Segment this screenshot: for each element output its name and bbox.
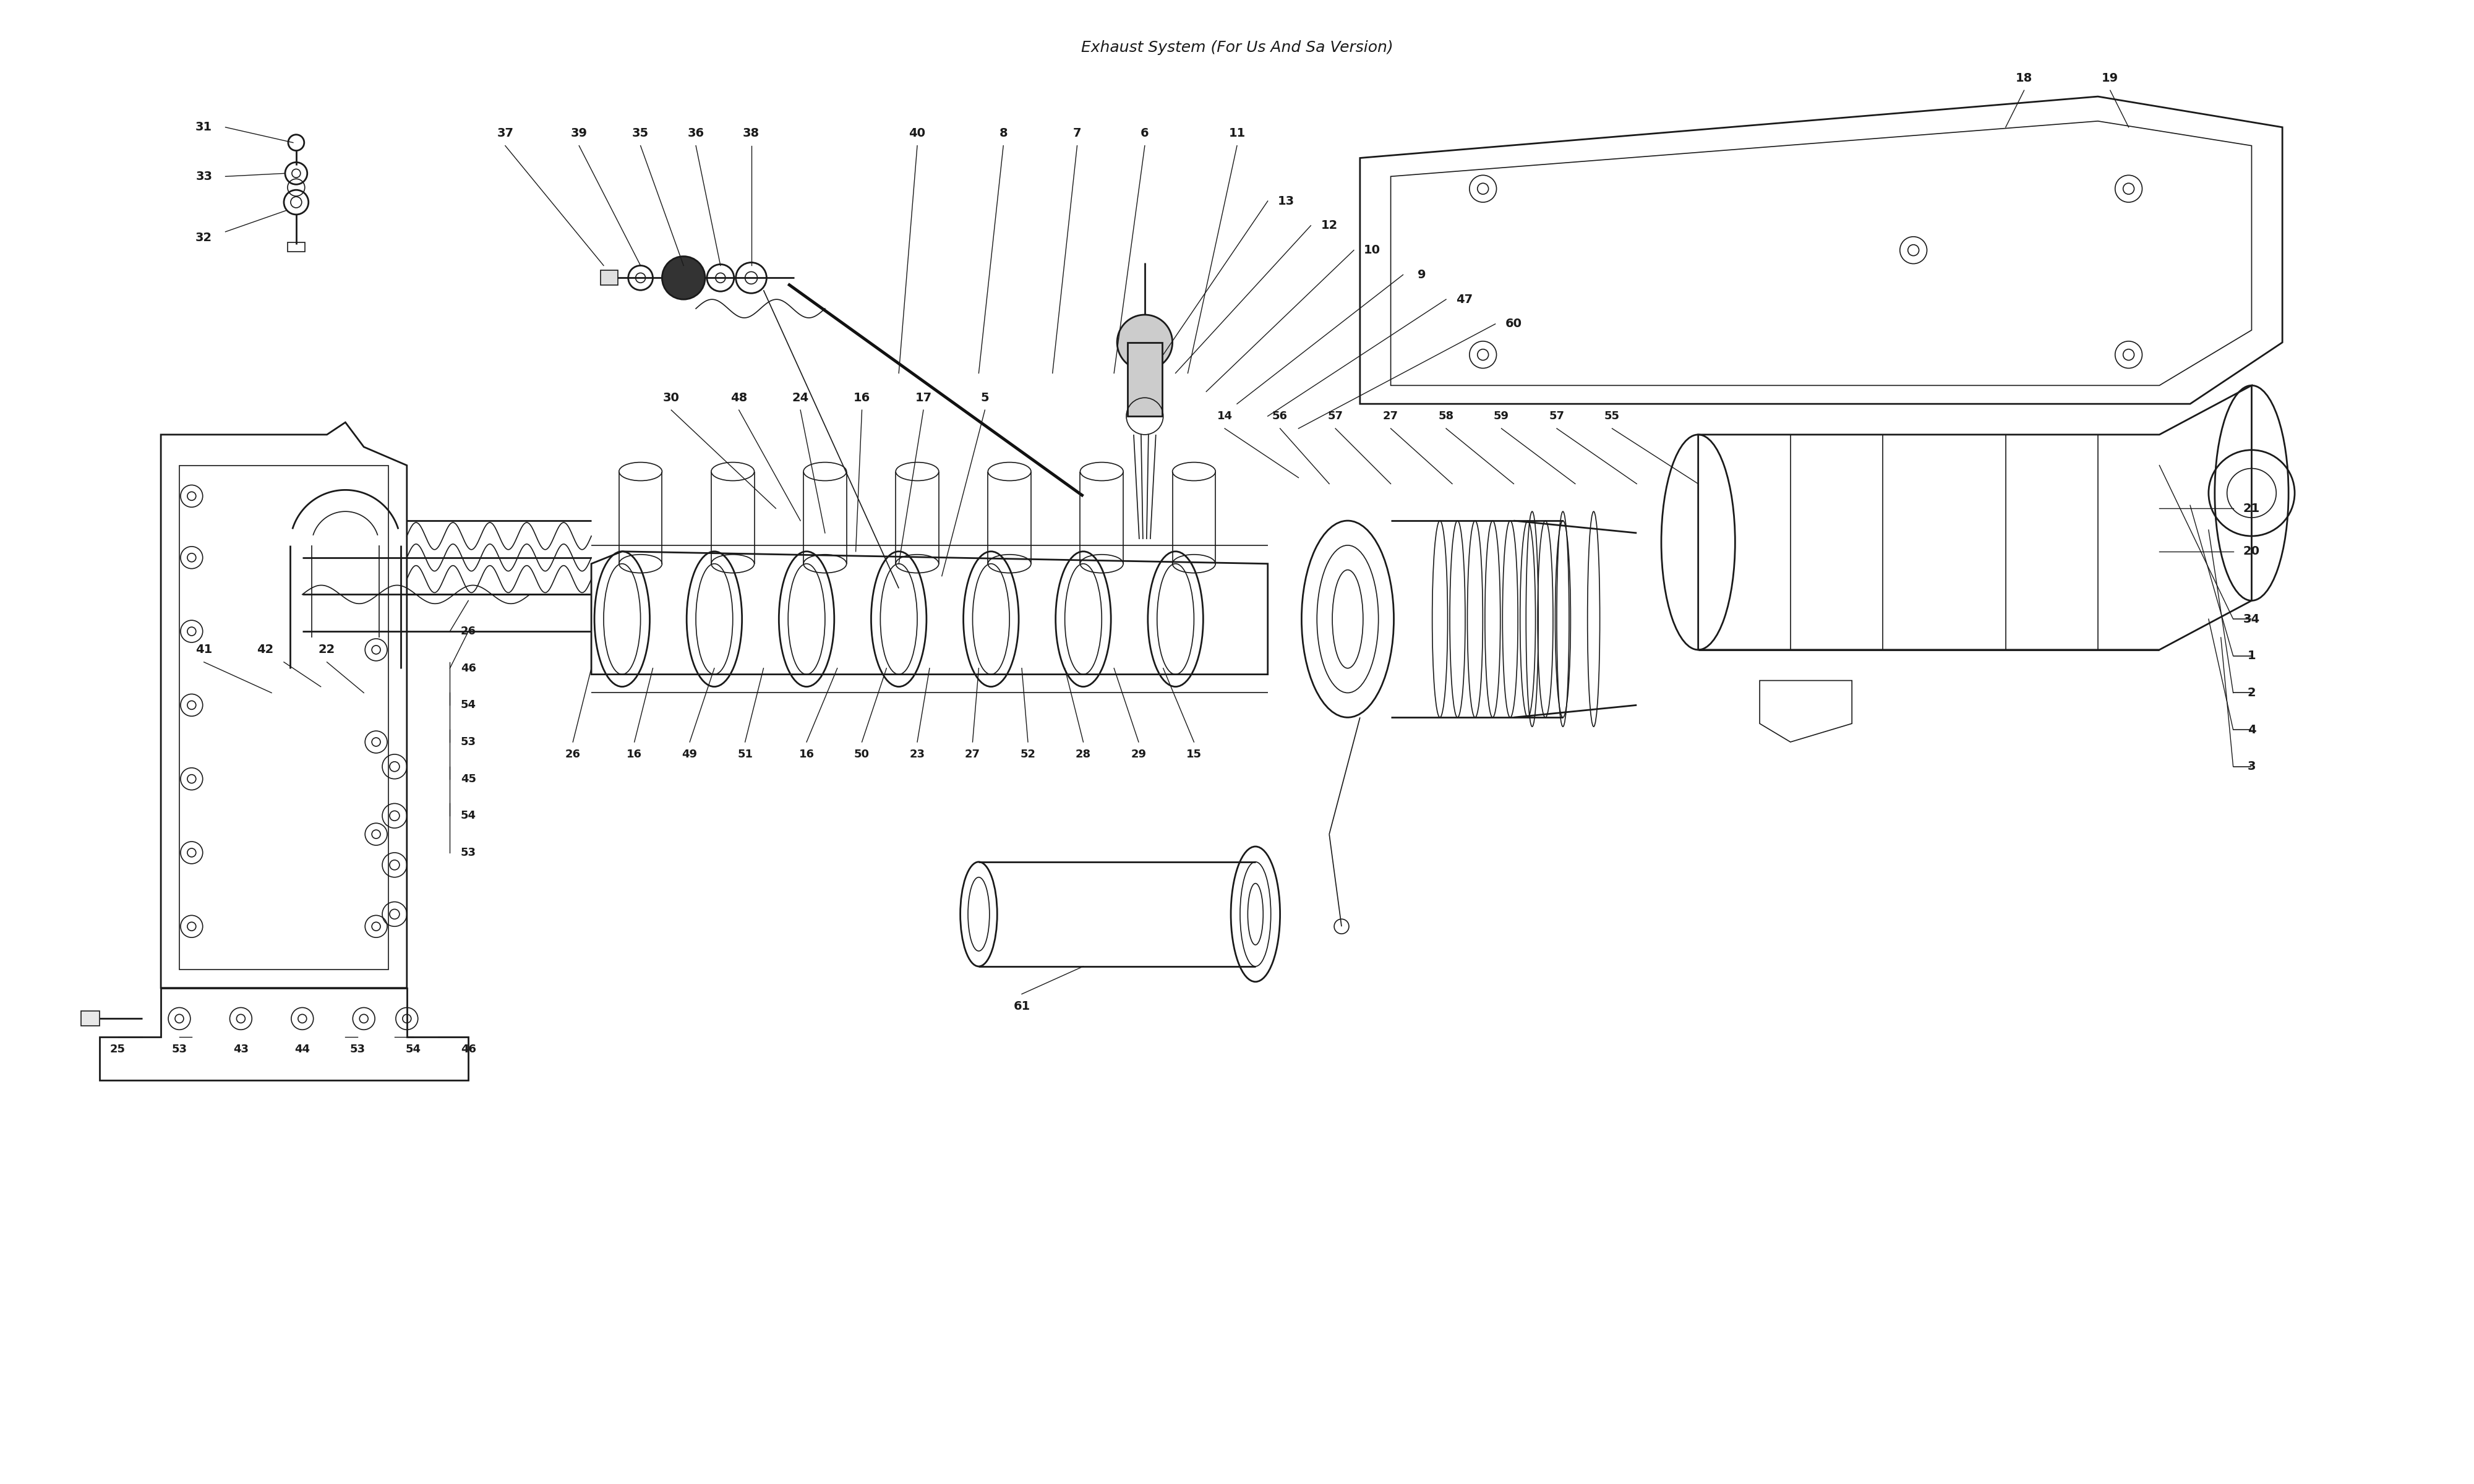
Text: 8: 8 [999,128,1007,139]
Text: 9: 9 [1418,269,1425,280]
Text: 2: 2 [2246,687,2256,699]
Text: 17: 17 [915,392,933,404]
Text: 16: 16 [854,392,871,404]
Text: 46: 46 [460,663,475,674]
Text: 1: 1 [2246,650,2256,662]
Text: 26: 26 [564,749,581,760]
Circle shape [663,257,705,300]
Text: 51: 51 [737,749,752,760]
Bar [82,1011,99,1025]
Text: 20: 20 [2244,546,2259,558]
Text: 53: 53 [171,1043,188,1055]
Text: 53: 53 [460,736,475,748]
Text: 54: 54 [460,699,475,711]
Text: 48: 48 [730,392,747,404]
Text: 14: 14 [1217,411,1232,421]
Text: 36: 36 [688,128,705,139]
Text: 45: 45 [460,773,475,785]
Text: 16: 16 [626,749,643,760]
Text: 24: 24 [792,392,809,404]
Text: 27: 27 [1383,411,1398,421]
Text: 21: 21 [2244,503,2261,515]
Text: 61: 61 [1014,1000,1029,1012]
Text: 12: 12 [1321,220,1338,232]
Text: 44: 44 [294,1043,309,1055]
Text: 42: 42 [257,644,275,656]
Text: 54: 54 [406,1043,421,1055]
Text: 5: 5 [980,392,990,404]
Text: 57: 57 [1549,411,1564,421]
Text: 15: 15 [1185,749,1202,760]
Text: 31: 31 [195,122,213,134]
Text: 43: 43 [233,1043,247,1055]
Text: 10: 10 [1363,245,1380,257]
Text: 30: 30 [663,392,680,404]
Text: 35: 35 [633,128,648,139]
Text: 41: 41 [195,644,213,656]
Text: 3: 3 [2246,761,2256,773]
Bar [1128,343,1163,416]
Bar [601,270,618,285]
Text: 53: 53 [349,1043,366,1055]
Text: 25: 25 [111,1043,126,1055]
Text: 58: 58 [1437,411,1455,421]
Text: Exhaust System (For Us And Sa Version): Exhaust System (For Us And Sa Version) [1081,40,1393,55]
Text: 47: 47 [1457,294,1472,306]
Text: 7: 7 [1074,128,1081,139]
Text: 37: 37 [497,128,515,139]
Text: 33: 33 [195,171,213,183]
Text: 40: 40 [908,128,925,139]
Text: 18: 18 [2016,73,2034,85]
Text: 4: 4 [2246,724,2256,736]
Text: 23: 23 [910,749,925,760]
Text: 34: 34 [2244,613,2261,625]
Text: 22: 22 [319,644,336,656]
Bar [287,242,304,251]
Text: 28: 28 [1076,749,1091,760]
Bar [178,466,388,969]
Text: 13: 13 [1277,194,1294,206]
Text: 50: 50 [854,749,871,760]
Text: 27: 27 [965,749,980,760]
Text: 55: 55 [1603,411,1620,421]
Text: 59: 59 [1494,411,1509,421]
Text: 53: 53 [460,847,475,858]
Text: 57: 57 [1329,411,1343,421]
Text: 54: 54 [460,810,475,821]
Text: 19: 19 [2103,73,2118,85]
Text: 29: 29 [1131,749,1145,760]
Text: 38: 38 [742,128,760,139]
Circle shape [1118,315,1173,370]
Text: 52: 52 [1019,749,1037,760]
Text: 49: 49 [683,749,698,760]
Text: 26: 26 [460,626,475,637]
Text: 39: 39 [571,128,586,139]
Text: 6: 6 [1141,128,1148,139]
Text: 16: 16 [799,749,814,760]
Text: 60: 60 [1504,318,1522,329]
Text: 46: 46 [460,1043,475,1055]
Text: 11: 11 [1230,128,1244,139]
Text: 32: 32 [195,232,213,243]
Text: 56: 56 [1272,411,1289,421]
